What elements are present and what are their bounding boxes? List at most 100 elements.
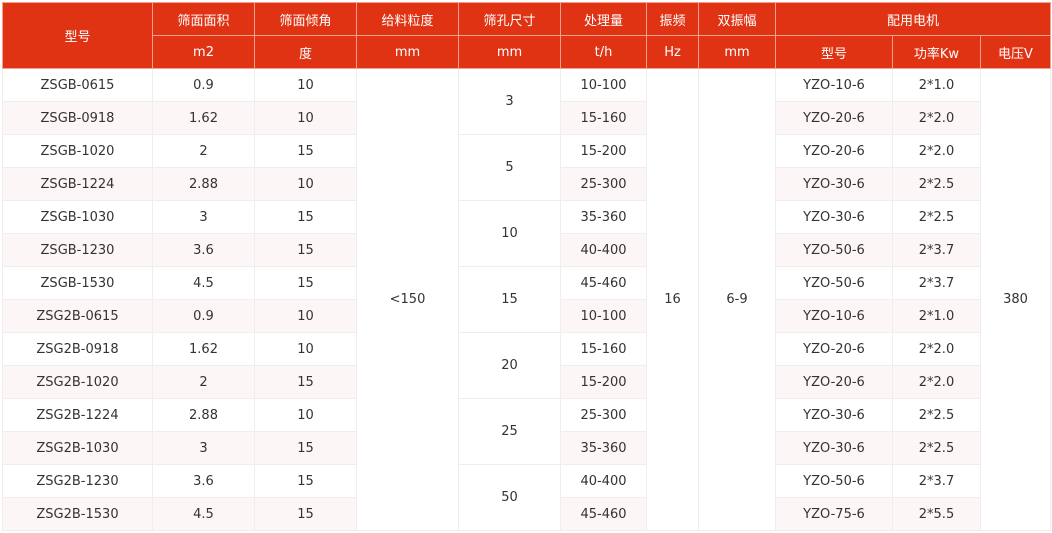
model-cell: ZSG2B-0615: [2, 299, 153, 333]
motor-power-cell: 2*3.7: [892, 464, 981, 498]
motor-power-cell: 2*1.0: [892, 299, 981, 333]
model-cell: ZSGB-0615: [2, 68, 153, 102]
motor-power-cell: 2*2.0: [892, 134, 981, 168]
model-cell: ZSGB-1230: [2, 233, 153, 267]
angle-cell: 10: [254, 167, 357, 201]
header-area: 筛面面积: [152, 2, 255, 36]
table-row: ZSG2B-1230 3.6 15 50 40-400 YZO-50-6 2*3.7: [2, 464, 1051, 531]
table-row: ZSG2B-1030 3 15 35-360 YZO-30-6 2*2.5: [2, 431, 1051, 465]
unit-area: m2: [152, 35, 255, 69]
mesh-size-cell: 10: [458, 200, 561, 267]
area-cell: 1.62: [152, 101, 255, 135]
motor-model-cell: YZO-20-6: [775, 332, 893, 366]
amplitude-cell: 6-9: [698, 68, 776, 531]
capacity-cell: 25-300: [560, 398, 647, 432]
model-cell: ZSGB-1020: [2, 134, 153, 168]
angle-cell: 15: [254, 266, 357, 300]
motor-model-cell: YZO-10-6: [775, 68, 893, 102]
motor-power-cell: 2*2.0: [892, 365, 981, 399]
model-cell: ZSGB-0918: [2, 101, 153, 135]
table-row: ZSGB-0918 1.62 10 15-160 YZO-20-6 2*2.0: [2, 101, 1051, 135]
capacity-cell: 40-400: [560, 464, 647, 498]
area-cell: 1.62: [152, 332, 255, 366]
mesh-size-cell: 25: [458, 398, 561, 465]
table-row: ZSGB-1530 4.5 15 15 45-460 YZO-50-6 2*3.7: [2, 266, 1051, 333]
capacity-cell: 40-400: [560, 233, 647, 267]
voltage-cell: 380: [980, 68, 1051, 531]
model-cell: ZSG2B-1224: [2, 398, 153, 432]
capacity-cell: 45-460: [560, 497, 647, 531]
frequency-cell: 16: [646, 68, 699, 531]
angle-cell: 15: [254, 365, 357, 399]
capacity-cell: 35-360: [560, 200, 647, 234]
capacity-cell: 45-460: [560, 266, 647, 300]
model-cell: ZSGB-1530: [2, 266, 153, 300]
table-header: 型号 筛面面积 筛面倾角 给料粒度 筛孔尺寸 处理量 振频 双振幅 配用电机 m…: [2, 2, 1051, 69]
feed-size-cell: <150: [356, 68, 459, 531]
unit-feed-size: mm: [356, 35, 459, 69]
model-cell: ZSGB-1030: [2, 200, 153, 234]
header-motor: 配用电机: [775, 2, 1051, 36]
angle-cell: 10: [254, 101, 357, 135]
mesh-size-cell: 3: [458, 68, 561, 135]
capacity-cell: 15-200: [560, 365, 647, 399]
motor-power-cell: 2*5.5: [892, 497, 981, 531]
motor-power-cell: 2*2.0: [892, 101, 981, 135]
capacity-cell: 10-100: [560, 68, 647, 102]
angle-cell: 10: [254, 68, 357, 102]
table-row: ZSGB-0615 0.9 10 <150 3 10-100 16 6-9 YZO-10-6 2*…: [2, 68, 1051, 531]
motor-model-cell: YZO-30-6: [775, 431, 893, 465]
motor-model-cell: YZO-50-6: [775, 464, 893, 498]
motor-model-cell: YZO-75-6: [775, 497, 893, 531]
table-body: ZSGB-0615 0.9 10 <150 3 10-100 16 6-9 YZO-10-6 2*…: [2, 68, 1051, 531]
table-row: ZSG2B-0615 0.9 10 10-100 YZO-10-6 2*1.0: [2, 299, 1051, 333]
header-angle: 筛面倾角: [254, 2, 357, 36]
unit-amplitude: mm: [698, 35, 776, 69]
area-cell: 4.5: [152, 497, 255, 531]
motor-model-cell: YZO-50-6: [775, 233, 893, 267]
table-row: ZSGB-1030 3 15 10 35-360 YZO-30-6 2*2.5: [2, 200, 1051, 267]
capacity-cell: 35-360: [560, 431, 647, 465]
angle-cell: 15: [254, 497, 357, 531]
angle-cell: 10: [254, 299, 357, 333]
header-feed-size: 给料粒度: [356, 2, 459, 36]
area-cell: 3.6: [152, 233, 255, 267]
capacity-cell: 15-200: [560, 134, 647, 168]
header-frequency: 振频: [646, 2, 699, 36]
header-motor-model: 型号: [775, 35, 893, 69]
angle-cell: 15: [254, 200, 357, 234]
angle-cell: 10: [254, 332, 357, 366]
header-model: 型号: [2, 2, 153, 69]
angle-cell: 15: [254, 233, 357, 267]
area-cell: 0.9: [152, 68, 255, 102]
motor-model-cell: YZO-30-6: [775, 167, 893, 201]
motor-power-cell: 2*2.5: [892, 398, 981, 432]
area-cell: 3: [152, 200, 255, 234]
header-motor-power: 功率Kw: [892, 35, 981, 69]
model-cell: ZSG2B-1020: [2, 365, 153, 399]
motor-model-cell: YZO-20-6: [775, 134, 893, 168]
model-cell: ZSG2B-1230: [2, 464, 153, 498]
motor-power-cell: 2*1.0: [892, 68, 981, 102]
unit-capacity: t/h: [560, 35, 647, 69]
capacity-cell: 15-160: [560, 101, 647, 135]
header-motor-voltage: 电压V: [980, 35, 1051, 69]
model-cell: ZSG2B-1530: [2, 497, 153, 531]
table-row: ZSG2B-0918 1.62 10 20 15-160 YZO-20-6 2*2.0: [2, 332, 1051, 399]
area-cell: 3: [152, 431, 255, 465]
angle-cell: 15: [254, 431, 357, 465]
motor-power-cell: 2*2.5: [892, 431, 981, 465]
unit-frequency: Hz: [646, 35, 699, 69]
unit-angle: 度: [254, 35, 357, 69]
area-cell: 4.5: [152, 266, 255, 300]
motor-power-cell: 2*2.0: [892, 332, 981, 366]
motor-model-cell: YZO-30-6: [775, 398, 893, 432]
header-amplitude: 双振幅: [698, 2, 776, 36]
mesh-size-cell: 50: [458, 464, 561, 531]
model-cell: ZSG2B-0918: [2, 332, 153, 366]
motor-power-cell: 2*2.5: [892, 200, 981, 234]
header-mesh-size: 筛孔尺寸: [458, 2, 561, 36]
motor-power-cell: 2*3.7: [892, 233, 981, 267]
table-row: ZSGB-1224 2.88 10 25-300 YZO-30-6 2*2.5: [2, 167, 1051, 201]
